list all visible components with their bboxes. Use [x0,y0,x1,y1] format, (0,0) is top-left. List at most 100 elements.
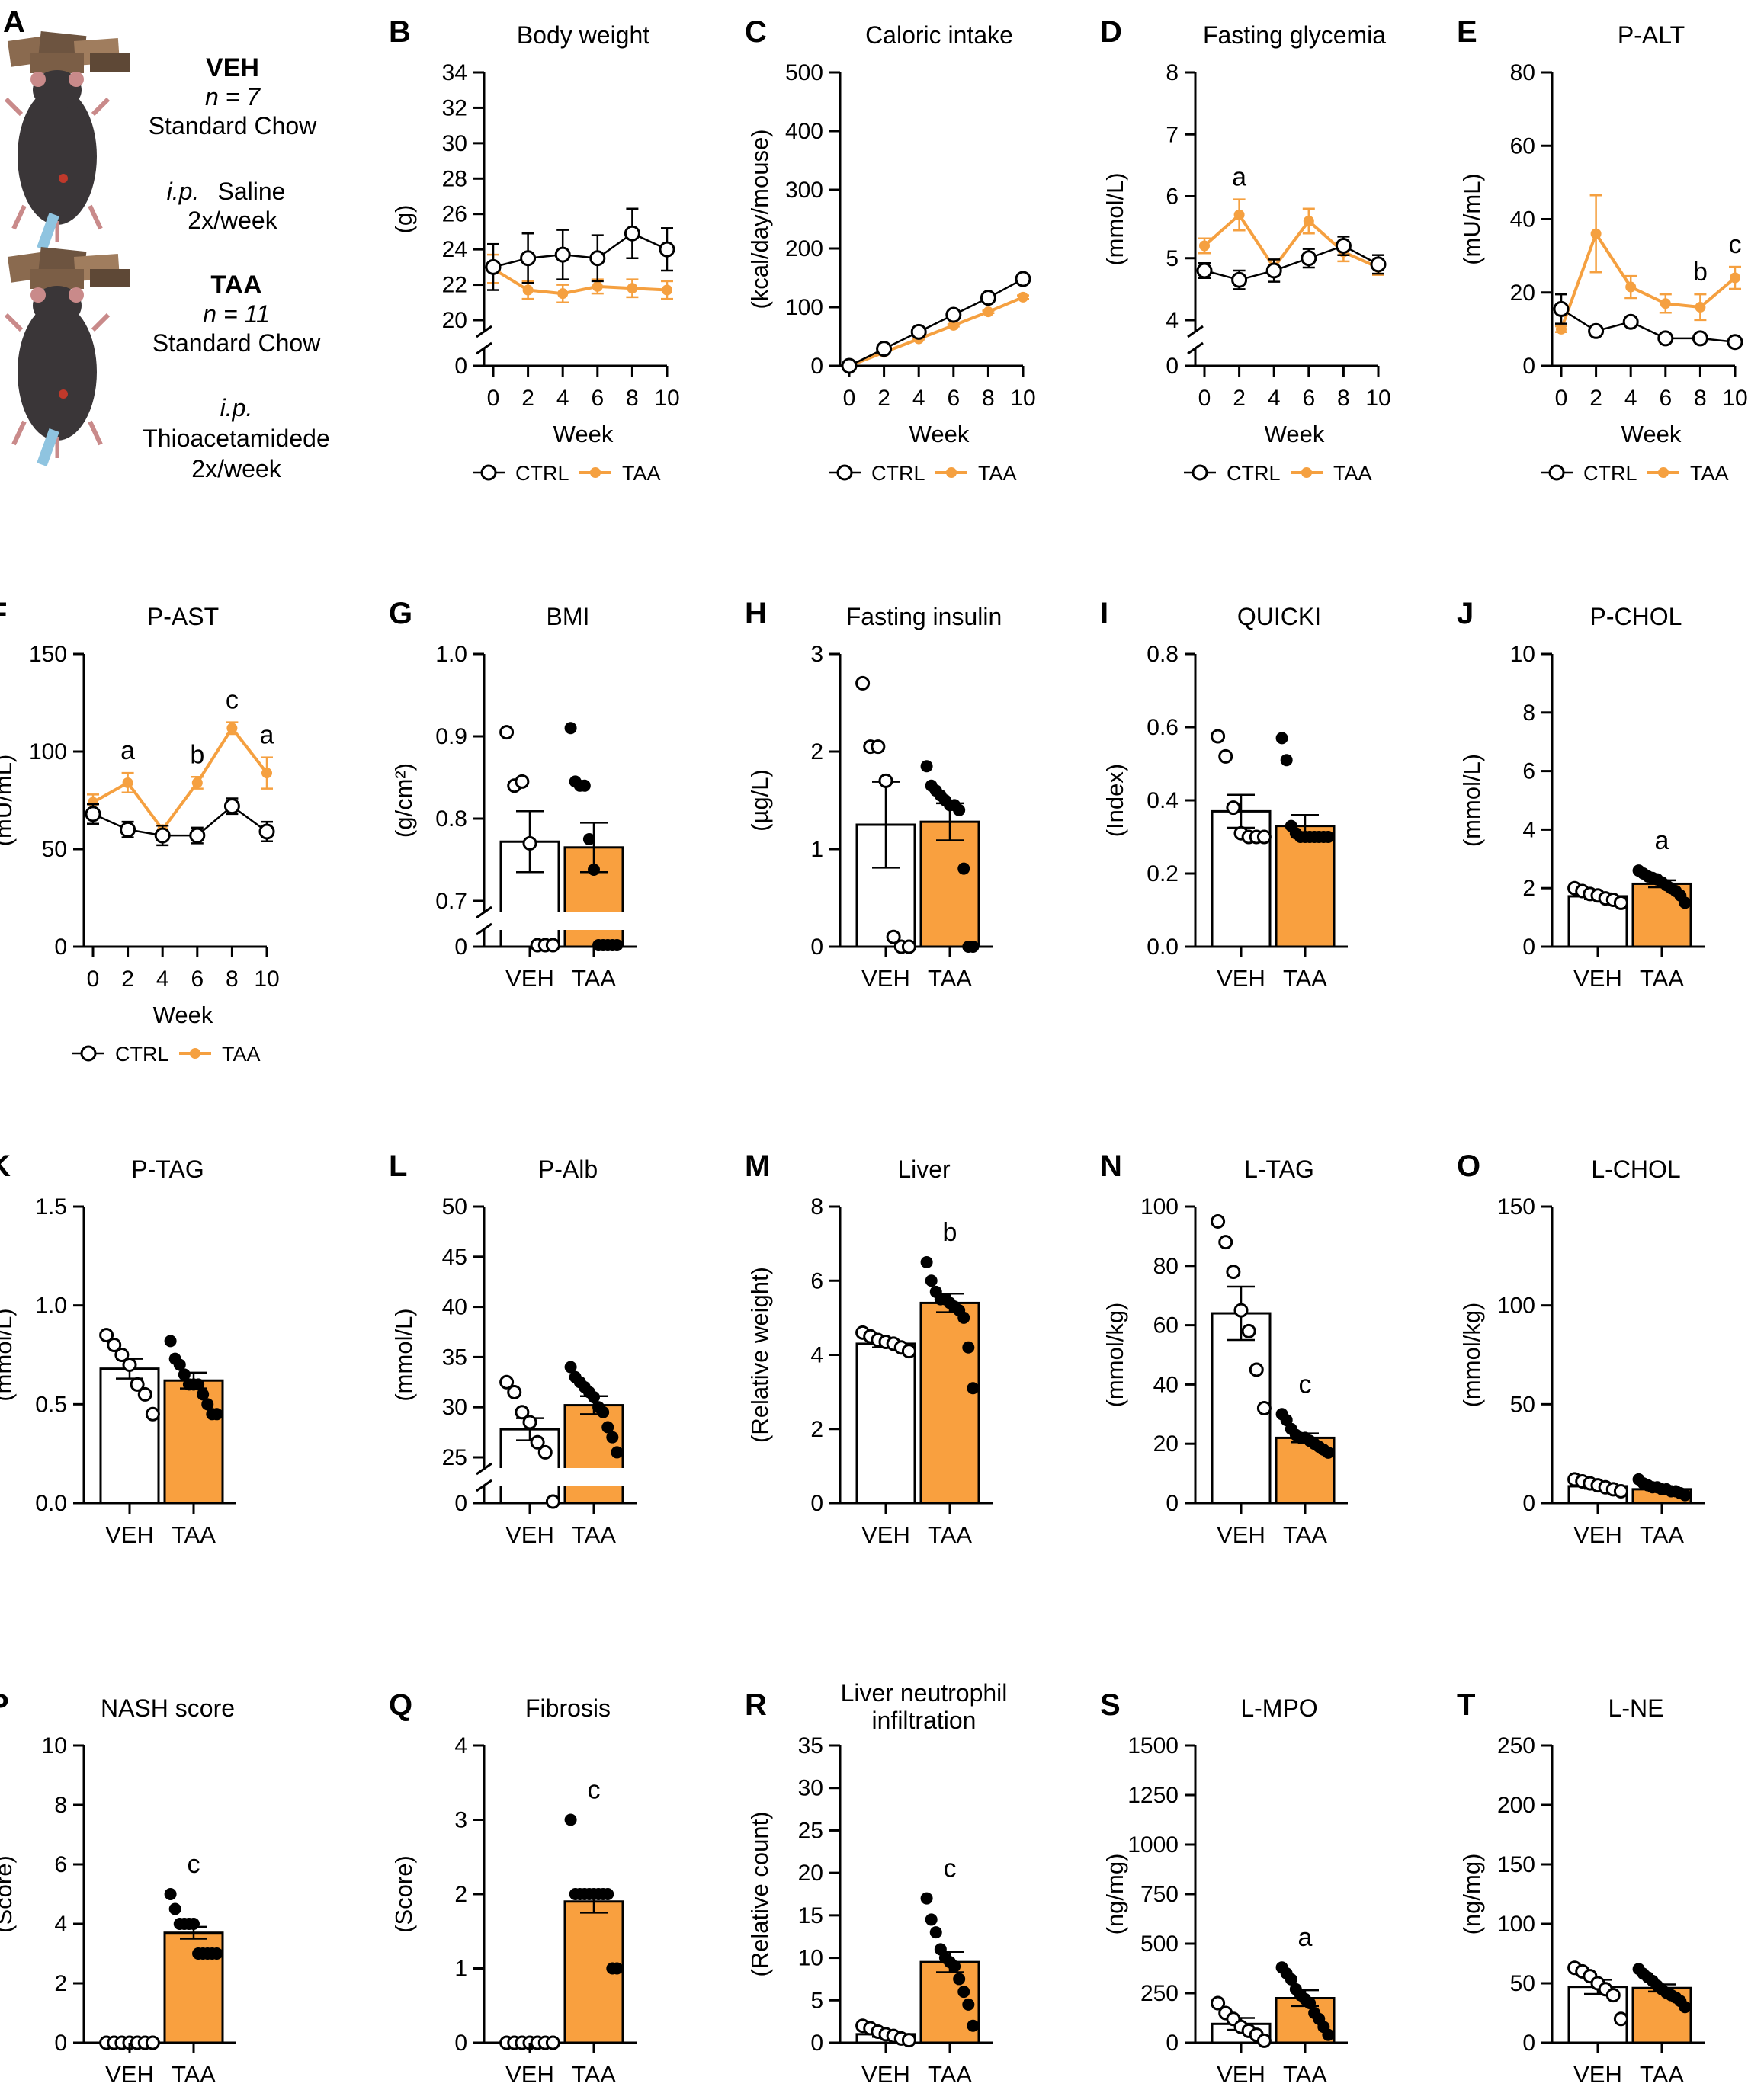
panel-e-x-tick-label: 0 [1555,386,1568,411]
panel-i-y-tick-label: 0.2 [1147,861,1179,886]
panel-e-series-line-ctrl [1560,308,1736,343]
panel-b-axis-break-mark [476,341,492,355]
panel-l-y-tick-label: 35 [442,1345,467,1370]
chart-panel-c: C Caloric intake0100200300400500(kcal/day… [745,15,1036,485]
panel-e-point-taa [1590,228,1602,239]
panel-k-y-label: (mmol/L) [0,1308,17,1401]
panel-c-legend-label-ctrl: CTRL [871,462,925,485]
panel-g-bar-taa [563,846,624,948]
panel-r-y-tick-label: 35 [798,1733,823,1758]
panel-g-point-taa [611,939,624,951]
panel-q-y-tick-label: 0 [454,2031,467,2056]
panel-b-legend-label-ctrl: CTRL [515,462,569,485]
panel-e-legend-label-taa: TAA [1690,462,1729,485]
chart-panel-o: O L-CHOL 0 50 100 150 (mmol/kg) VEH TAA [1457,1149,1705,1548]
panel-b-x-tick-label: 10 [654,386,679,411]
panel-d-x-tick-label: 2 [1233,386,1246,411]
panel-i-x-tick-label: TAA [1283,965,1327,992]
panel-b-y-label: (g) [390,205,417,234]
panel-k-y-tick-label: 0.0 [35,1491,67,1516]
panel-q-y-label: (Score) [390,1855,417,1933]
panel-e-x-tick-label: 2 [1589,386,1602,411]
panel-b-point-taa [522,284,534,296]
panel-l-point-veh [507,1384,522,1399]
panel-b-point-ctrl [624,225,640,242]
panel-k-point-taa [178,1368,191,1381]
panel-l-point-taa [597,1406,610,1418]
panel-b-x-label: Week [553,421,614,447]
panel-o-y-tick-label: 0 [1522,1491,1535,1516]
panel-f-x-tick-label: 2 [121,966,134,992]
panel-n-y-tick-label: 80 [1153,1254,1179,1279]
panel-d-y-tick-label: 8 [1166,60,1179,85]
panel-m-point-taa [925,1274,938,1287]
panel-g-point-taa [578,779,591,792]
panel-r-title-line: infiltration [872,1707,977,1734]
panel-s-y-tick-label: 500 [1140,1931,1179,1957]
panel-s-y-tick-label: 1000 [1127,1832,1179,1858]
panel-n-point-veh [1241,1323,1256,1338]
panel-l-x-tick-label: TAA [572,1521,616,1548]
panel-b-y-tick-label: 20 [442,308,467,333]
panel-k-point-taa [192,1378,205,1391]
panel-m-bar-taa [919,1301,980,1505]
panel-d-y-tick-label: 0 [1166,354,1179,379]
panel-f-x-tick-label: 4 [156,966,169,992]
panel-h-title: Fasting insulin [846,603,1002,630]
chart-panel-h: H Fasting insulin 0 1 2 3 (µg/L) VEH TAA [745,597,1002,992]
panel-p-label: P [0,1688,9,1722]
taa-frequency: 2x/week [191,455,281,482]
veh-diet: Standard Chow [149,112,317,139]
panel-t-y-label: (ng/mg) [1458,1854,1485,1935]
panel-f-point-taa [261,768,272,779]
panel-d-point-ctrl [1196,262,1213,279]
taa-group-title: TAA [210,271,261,300]
panel-f-x-label: Week [153,1002,213,1028]
panel-m-y-label: (Relative weight) [746,1267,773,1443]
panel-n-x-tick-label: TAA [1283,1521,1327,1548]
panel-r-point-taa [953,1973,966,1986]
panel-l-y-tick-label: 45 [442,1245,467,1270]
panel-f-significance-mark: c [226,686,239,715]
panel-b-y-tick-label: 24 [442,237,467,262]
panel-f-y-tick-label: 0 [54,934,67,960]
panel-r-x-tick-label: TAA [928,2061,972,2088]
panel-b-point-ctrl [659,241,675,258]
panel-d-point-ctrl [1231,271,1248,288]
panel-m-y-tick-label: 6 [810,1268,823,1293]
panel-f-x-tick-label: 0 [87,966,100,992]
panel-l-bar-break-gap [563,1468,625,1486]
panel-d-y-tick-label: 7 [1166,122,1179,147]
panel-c-title: Caloric intake [865,21,1013,49]
panel-j-y-tick-label: 6 [1522,759,1535,784]
panel-f-significance-mark: a [120,736,135,765]
panel-p-x-tick-label: TAA [172,2061,216,2088]
panel-b-label: B [389,15,411,49]
panel-b-axis-break-mark [476,325,492,338]
scheme-panel: A VEH n = 7 Standard Chow i.p. Saline 2x… [3,5,330,482]
panel-n-point-veh [1233,1303,1249,1318]
panel-g-point-taa [588,863,600,876]
panel-c-y-tick-label: 100 [785,295,823,320]
panel-k-point-taa [210,1408,223,1421]
panel-j-y-tick-label: 10 [1510,642,1535,667]
panel-n-point-veh [1218,1235,1233,1250]
panel-l-point-taa [606,1431,619,1444]
panel-d-series-line-taa [1203,212,1379,271]
chart-panel-s: S L-MPO 0 250 500 750 1000 1250 1500 (ng/mg) VEH TA… [1100,1688,1348,2088]
panel-h-point-veh [855,675,871,691]
panel-c-x-tick-label: 2 [877,386,890,411]
panel-e-series-line-taa [1560,230,1737,330]
panel-c-x-tick-label: 0 [843,386,856,411]
panel-d-point-ctrl [1335,238,1352,254]
panel-k-x-tick-label: TAA [172,1521,216,1548]
panel-f-significance-mark: b [190,740,204,769]
panel-c-y-tick-label: 200 [785,236,823,261]
panel-f-point-ctrl [85,806,101,822]
panel-f-legend-marker-ctrl [80,1045,97,1062]
panel-r-y-tick-label: 0 [810,2031,823,2056]
panel-c-y-tick-label: 0 [810,354,823,379]
panel-m-point-taa [957,1311,970,1324]
panel-p-y-tick-label: 6 [54,1852,67,1877]
panel-e-point-ctrl [1727,334,1743,351]
